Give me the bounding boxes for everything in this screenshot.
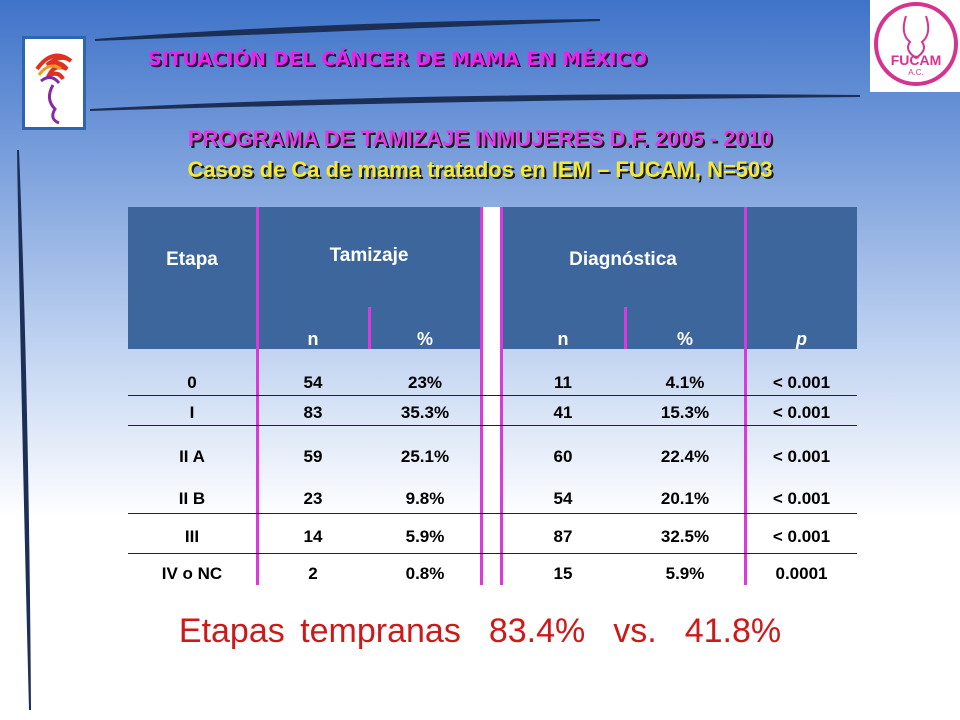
cell-diagnostica-pct: 22.4% (660, 447, 710, 466)
cell-tamizaje-pct: 35.3% (400, 403, 450, 422)
cell-p: < 0.001 (772, 373, 831, 392)
cell-etapa: II A (179, 447, 205, 466)
cell-p: < 0.001 (772, 527, 831, 546)
cell-diagnostica-pct: 4.1% (665, 373, 705, 392)
column-gap (480, 207, 502, 585)
cell-tamizaje-n: 14 (303, 527, 323, 546)
divider-diagnostica-end (744, 207, 747, 585)
cell-diagnostica-n: 60 (553, 447, 573, 466)
row-separator (128, 513, 857, 514)
row-separator (128, 425, 857, 426)
subtitle-cases: Casos de Ca de mama tratados en IEM – FU… (187, 157, 773, 182)
header-diagnostica-n: n (557, 329, 569, 349)
summary-tamizaje-value: 83.4% (488, 612, 586, 650)
divider-diagnostica-start (500, 207, 503, 585)
cell-tamizaje-pct: 23% (407, 373, 443, 392)
fucam-logo-text: FUCAM (890, 52, 942, 68)
subtitle-program: PROGRAMA DE TAMIZAJE INMUJERES D.F. 2005… (187, 126, 773, 151)
row-separator (128, 553, 857, 554)
logo-left (22, 36, 86, 130)
cell-diagnostica-n: 11 (554, 373, 572, 392)
page-title: SITUACIÓN DEL CÁNCER DE MAMA EN MÉXICO (148, 48, 648, 70)
cell-diagnostica-pct: 5.9% (665, 564, 705, 583)
cell-tamizaje-pct: 25.1% (400, 447, 450, 466)
fucam-logo-subtext: A.C. (908, 68, 924, 77)
cell-tamizaje-pct: 9.8% (405, 489, 445, 508)
cell-tamizaje-n: 59 (303, 447, 323, 466)
cell-tamizaje-pct: 0.8% (405, 564, 445, 583)
cell-etapa: 0 (187, 373, 197, 392)
logo-right: FUCAM A.C. (870, 0, 960, 92)
header-tamizaje-pct: % (416, 329, 433, 349)
cell-diagnostica-n: 54 (553, 489, 573, 508)
cell-tamizaje-n: 54 (303, 373, 323, 392)
summary-vs: vs. (613, 612, 657, 650)
cell-tamizaje-n: 23 (303, 489, 323, 508)
header-etapa: Etapa (166, 249, 218, 270)
cell-p: < 0.001 (772, 403, 831, 422)
cell-tamizaje-n: 2 (308, 564, 318, 583)
cell-diagnostica-n: 41 (553, 403, 573, 422)
divider-diagnostica-sub (624, 307, 627, 349)
header-tamizaje: Tamizaje (329, 245, 409, 266)
cell-diagnostica-pct: 15.3% (660, 403, 710, 422)
cell-etapa: I (189, 403, 195, 422)
cell-diagnostica-pct: 32.5% (660, 527, 710, 546)
cell-tamizaje-pct: 5.9% (405, 527, 445, 546)
cell-p: 0.0001 (775, 564, 828, 583)
header-diagnostica: Diagnóstica (569, 249, 677, 270)
cell-diagnostica-n: 87 (553, 527, 573, 546)
divider-tamizaje-end (480, 207, 483, 585)
cell-diagnostica-n: 15 (553, 564, 573, 583)
header-tamizaje-n: n (307, 329, 319, 349)
summary-diagnostica-value: 41.8% (684, 612, 782, 650)
fucam-logo-icon (874, 2, 958, 86)
summary-line: Etapas tempranas 83.4% vs. 41.8% (0, 612, 960, 651)
cell-diagnostica-pct: 20.1% (660, 489, 710, 508)
header-p: p (796, 329, 807, 349)
cell-etapa: II B (178, 489, 206, 508)
row-separator (128, 395, 857, 396)
divider-tamizaje-sub (368, 307, 371, 349)
cell-tamizaje-n: 83 (303, 403, 323, 422)
data-table: Etapa Tamizaje Diagnóstica n % n % p 0 5… (128, 207, 857, 585)
cell-etapa: IV o NC (161, 564, 223, 583)
cell-p: < 0.001 (772, 489, 831, 508)
divider-etapa (256, 207, 259, 585)
summary-label: Etapas tempranas (178, 612, 461, 650)
cell-etapa: III (184, 527, 200, 546)
cell-p: < 0.001 (772, 447, 831, 466)
header-diagnostica-pct: % (676, 329, 693, 349)
flame-logo-icon (35, 53, 73, 125)
